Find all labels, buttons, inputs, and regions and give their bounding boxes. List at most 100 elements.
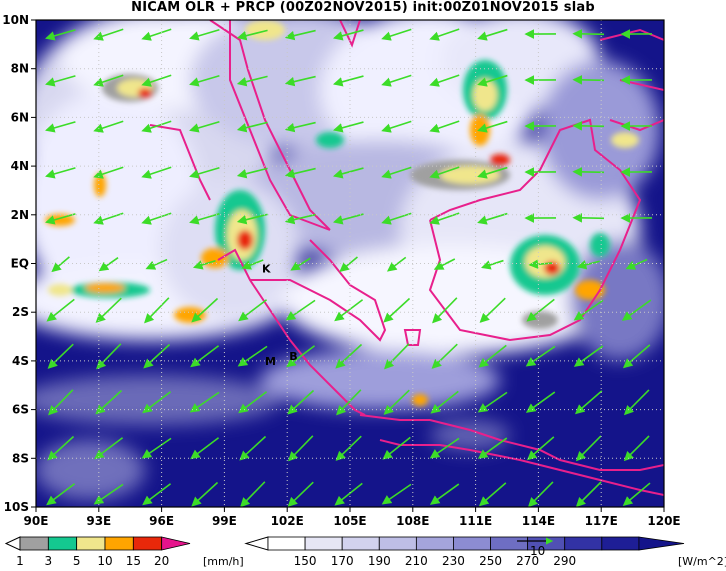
lon-tick-label: 108E [396,514,429,528]
wind-arrow [623,435,650,462]
wind-arrow [622,482,651,506]
wind-arrow [429,483,460,505]
wind-arrow [240,481,266,507]
wind-arrow [285,299,316,321]
precip-cb-swatch [19,536,49,551]
wind-arrow [336,389,362,416]
lon-tick-label: 114E [522,514,555,528]
place-label-m: M [265,355,276,368]
lon-tick-label: 90E [24,514,49,528]
wind-arrow [236,29,268,41]
wind-arrow [381,212,412,225]
olr-cb-swatch [267,536,306,551]
lon-tick-label: 99E [212,514,237,528]
wind-arrow [236,213,268,225]
wind-arrow [575,435,602,462]
olr-cb-low-tip [244,536,269,551]
wind-arrow [429,74,460,87]
lat-tick-label: 8N [11,62,29,76]
precip-cb-swatch [132,536,163,551]
wind-arrow [189,28,220,41]
coast-java [359,414,664,496]
wind-arrow [284,75,316,87]
wind-arrow [143,343,171,369]
precip-field [45,20,639,406]
wind-arrow [527,481,554,507]
wind-arrow [572,167,605,177]
wind-arrow [141,120,172,133]
olr-cb-swatch [415,536,454,551]
wind-arrow [48,389,74,416]
wind-arrow [94,437,124,460]
wind-arrow [45,121,76,133]
wind-arrow [526,436,555,461]
wind-arrow [93,120,124,133]
lat-tick-label: EQ [11,257,29,271]
olr-cb-swatch [341,536,380,551]
wind-arrow [572,75,605,85]
wind-arrow [573,345,604,367]
wind-arrow [623,389,650,416]
wind-arrow [381,166,412,179]
lon-tick-label: 111E [459,514,492,528]
place-label-k: K [262,262,271,275]
wind-arrow [573,299,604,321]
olr-cb-tick: 190 [368,554,391,568]
wind-arrow [477,391,508,413]
wind-arrow [525,391,556,413]
wind-arrow [478,344,507,368]
olr-cb-tick: 270 [516,554,539,568]
lon-tick-label: 93E [86,514,111,528]
wind-arrow [95,297,122,323]
wind-arrow [572,121,605,131]
wind-arrow [45,167,76,179]
olr-cb-tick: 250 [479,554,502,568]
lat-tick-label: 4N [11,159,29,173]
wind-arrow [93,28,124,41]
wind-arrow [45,75,76,87]
coastlines [149,20,664,496]
wind-arrow [381,74,412,87]
wind-arrow [236,75,268,87]
coast-isle-2 [339,20,361,48]
longitude-axis: 90E 93E 96E 99E 102E 105E 108E 111E 114E 117E 120E [24,507,681,528]
olr-cb-swatch [490,536,529,551]
wind-arrow [526,298,555,322]
precip-cb-high-tip [161,536,191,551]
lon-tick-label: 117E [585,514,618,528]
olr-cb-swatch [378,536,417,551]
precip-cb-tick: 15 [126,554,141,568]
wind-arrow [572,29,605,39]
wind-arrow [429,120,460,133]
wind-arrow [621,299,652,321]
wind-arrow [430,390,459,414]
wind-arrow [477,120,508,133]
olr-unit-label: [W/m^2] [678,555,726,568]
wind-arrow [236,121,268,133]
wind-arrow [335,435,362,461]
wind-arrow [191,481,219,507]
wind-arrow [189,212,220,225]
lat-tick-label: 8S [12,451,29,465]
wind-arrow [478,482,507,507]
wind-arrow [429,212,460,225]
precip-cb-swatch [47,536,78,551]
wind-arrow [431,343,458,369]
precip-cb-tick: 20 [154,554,169,568]
wind-arrow [479,297,506,323]
wind-arrow [190,345,220,368]
wind-arrow [141,28,172,41]
olr-cb-swatch [304,536,343,551]
wind-arrow [93,212,124,225]
wind-arrow [381,120,412,133]
wind-arrow [238,391,268,414]
olr-cb-tick: 290 [553,554,576,568]
wind-arrow [284,167,316,179]
lat-tick-label: 6N [11,110,29,124]
lat-tick-label: 2S [12,305,29,319]
wind-arrow [141,212,172,225]
wind-reference-label: 10 [530,544,545,558]
wind-arrow [477,74,508,87]
wind-arrow [382,436,411,460]
